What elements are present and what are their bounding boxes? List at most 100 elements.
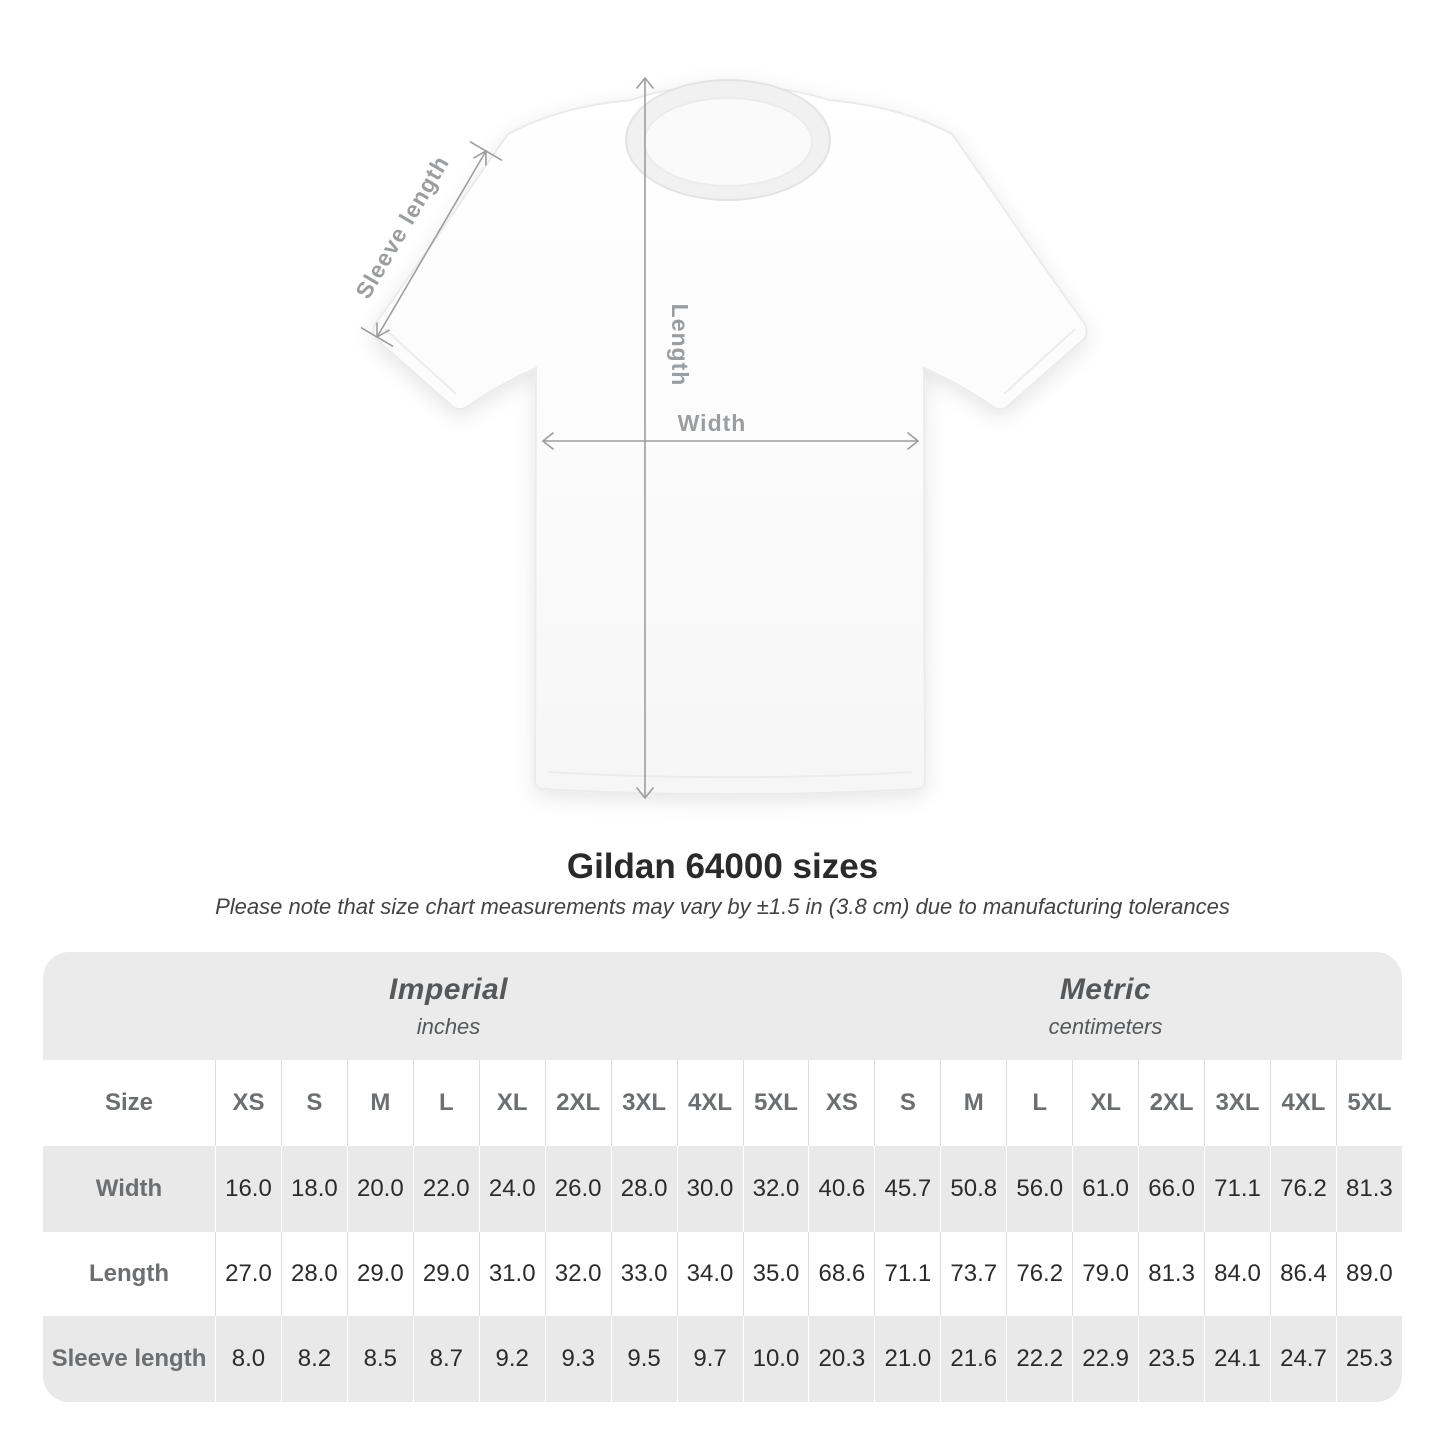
value-cell: 61.0 [1072, 1146, 1138, 1232]
value-cell: 24.0 [478, 1146, 545, 1232]
unit-header-row: Imperial inches Metric centimeters [43, 952, 1402, 1060]
size-header-cell: 2XL [1138, 1060, 1204, 1146]
size-header-cell: 2XL [544, 1060, 611, 1146]
value-cell: 81.3 [1335, 1146, 1402, 1232]
metric-header-title: Metric [1059, 972, 1152, 1006]
size-header-cell: S [874, 1060, 940, 1146]
value-cell: 9.5 [610, 1316, 677, 1402]
value-cell: 28.0 [280, 1232, 347, 1316]
size-header-cell: M [940, 1060, 1006, 1146]
left-sleeve-hem-stitch [384, 328, 457, 395]
row-label: Sleeve length [51, 1345, 207, 1372]
value-cell: 76.2 [1006, 1232, 1072, 1316]
size-header-cell: XL [478, 1060, 545, 1146]
value-cell: 21.6 [940, 1316, 1006, 1402]
value-cell: 22.9 [1072, 1316, 1138, 1402]
value-cell: 23.5 [1138, 1316, 1204, 1402]
value-cell: 30.0 [676, 1146, 743, 1232]
value-cell: 9.2 [478, 1316, 545, 1402]
tolerance-note: Please note that size chart measurements… [215, 894, 1230, 919]
size-header-cell: S [280, 1060, 347, 1146]
value-cell: 18.0 [280, 1146, 347, 1232]
width-arrow [542, 432, 919, 450]
row-label: Width [95, 1175, 163, 1202]
value-cell: 68.6 [808, 1232, 874, 1316]
size-header-cell: 5XL [1335, 1060, 1402, 1146]
size-table: Imperial inches Metric centimeters Size X… [43, 952, 1402, 1402]
value-cell: 86.4 [1270, 1232, 1336, 1316]
value-cell: 8.7 [412, 1316, 479, 1402]
value-cell: 26.0 [544, 1146, 611, 1232]
value-cell: 81.3 [1138, 1232, 1204, 1316]
value-cell: 9.3 [544, 1316, 611, 1402]
value-cell: 76.2 [1270, 1146, 1336, 1232]
value-cell: 40.6 [808, 1146, 874, 1232]
sleeve-length-arrow [360, 141, 503, 347]
value-cell: 89.0 [1335, 1232, 1402, 1316]
value-cell: 84.0 [1204, 1232, 1270, 1316]
value-cell: 45.7 [874, 1146, 940, 1232]
size-header-cell: 4XL [1270, 1060, 1336, 1146]
length-label: Length [667, 304, 693, 387]
sleeve-row: Sleeve length 8.0 8.2 8.5 8.7 9.2 9.3 9.5 9.7 10.… [43, 1316, 1402, 1402]
collar-opening [643, 97, 813, 187]
value-cell: 56.0 [1006, 1146, 1072, 1232]
value-cell: 28.0 [610, 1146, 677, 1232]
value-cell: 8.5 [346, 1316, 413, 1402]
row-label: Length [89, 1260, 169, 1287]
bottom-hem-stitch [547, 771, 913, 779]
length-row: Length 27.0 28.0 29.0 29.0 31.0 32.0 33.0 34.0 35… [43, 1232, 1402, 1316]
value-cell: 66.0 [1138, 1146, 1204, 1232]
value-cell: 34.0 [676, 1232, 743, 1316]
size-header-cell: XS [215, 1060, 281, 1146]
value-cell: 20.3 [808, 1316, 874, 1402]
value-cell: 8.2 [280, 1316, 347, 1402]
right-sleeve-hem-stitch [1003, 328, 1076, 395]
value-cell: 29.0 [346, 1232, 413, 1316]
size-header-cell: L [412, 1060, 479, 1146]
size-header-cell: 3XL [1204, 1060, 1270, 1146]
imperial-header: Imperial inches [43, 952, 809, 1060]
size-col-header: Size [104, 1089, 154, 1116]
value-cell: 29.0 [412, 1232, 479, 1316]
value-cell: 73.7 [940, 1232, 1006, 1316]
metric-header: Metric centimeters [809, 952, 1402, 1060]
width-label: Width [678, 410, 747, 436]
value-cell: 25.3 [1335, 1316, 1402, 1402]
value-cell: 8.0 [215, 1316, 281, 1402]
size-header-cell: M [346, 1060, 413, 1146]
value-cell: 16.0 [215, 1146, 281, 1232]
tshirt-graphic [372, 79, 1088, 796]
value-cell: 22.0 [412, 1146, 479, 1232]
value-cell: 71.1 [1204, 1146, 1270, 1232]
value-cell: 31.0 [478, 1232, 545, 1316]
value-cell: 9.7 [676, 1316, 743, 1402]
size-header-cell: 5XL [742, 1060, 809, 1146]
size-header-cell: XL [1072, 1060, 1138, 1146]
value-cell: 79.0 [1072, 1232, 1138, 1316]
tshirt-body [372, 83, 1088, 796]
value-cell: 27.0 [215, 1232, 281, 1316]
size-header-cell: 3XL [610, 1060, 677, 1146]
size-header-cell: L [1006, 1060, 1072, 1146]
length-arrow [636, 77, 654, 799]
page-title: Gildan 64000 sizes [566, 847, 879, 886]
value-cell: 20.0 [346, 1146, 413, 1232]
value-cell: 10.0 [742, 1316, 809, 1402]
value-cell: 50.8 [940, 1146, 1006, 1232]
width-row: Width 16.0 18.0 20.0 22.0 24.0 26.0 28.0 30.0 32.… [43, 1146, 1402, 1232]
size-header-cell: 4XL [676, 1060, 743, 1146]
value-cell: 71.1 [874, 1232, 940, 1316]
imperial-header-title: Imperial [388, 972, 509, 1006]
value-cell: 24.1 [1204, 1316, 1270, 1402]
imperial-header-unit: inches [416, 1013, 481, 1039]
value-cell: 32.0 [742, 1146, 809, 1232]
value-cell: 35.0 [742, 1232, 809, 1316]
tshirt-diagram: Sleeve length Length Width [350, 77, 1088, 799]
value-cell: 24.7 [1270, 1316, 1336, 1402]
value-cell: 32.0 [544, 1232, 611, 1316]
metric-header-unit: centimeters [1048, 1013, 1163, 1039]
value-cell: 33.0 [610, 1232, 677, 1316]
size-header-cell: XS [808, 1060, 874, 1146]
